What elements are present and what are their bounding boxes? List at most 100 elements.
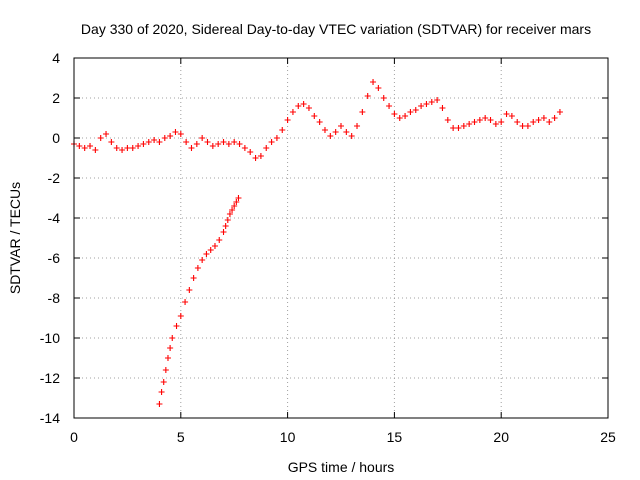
data-point xyxy=(203,251,210,257)
data-point xyxy=(231,139,238,145)
data-point xyxy=(220,229,227,235)
data-point xyxy=(199,257,206,263)
x-tick-labels: 0 5 10 15 20 25 xyxy=(70,429,616,445)
data-point xyxy=(402,113,409,119)
data-point xyxy=(444,117,451,123)
data-point xyxy=(92,147,99,153)
data-point xyxy=(156,139,163,145)
data-points xyxy=(71,79,563,407)
data-point xyxy=(321,127,328,133)
data-point xyxy=(188,145,195,151)
data-point xyxy=(471,119,478,125)
data-point xyxy=(519,123,526,129)
data-point xyxy=(167,133,174,139)
data-point xyxy=(305,105,312,111)
data-point xyxy=(236,141,243,147)
plot-frame xyxy=(73,57,609,419)
y-tick-label: -4 xyxy=(48,210,61,226)
data-point xyxy=(332,129,339,135)
data-point xyxy=(460,123,467,129)
data-point xyxy=(225,141,232,147)
x-tick-label: 0 xyxy=(70,429,78,445)
data-point xyxy=(386,103,393,109)
data-point xyxy=(327,133,334,139)
x-tick-label: 25 xyxy=(600,429,616,445)
y-tick-label: -2 xyxy=(48,170,61,186)
data-point xyxy=(233,199,240,205)
data-point xyxy=(124,145,131,151)
data-point xyxy=(498,119,505,125)
x-tick-label: 5 xyxy=(177,429,185,445)
data-point xyxy=(231,203,238,209)
data-point xyxy=(540,115,547,121)
data-point xyxy=(556,109,563,115)
x-tick-label: 15 xyxy=(387,429,403,445)
data-point xyxy=(546,119,553,125)
data-point xyxy=(172,129,179,135)
data-point xyxy=(412,107,419,113)
data-point xyxy=(235,195,242,201)
data-point xyxy=(156,401,163,407)
y-tick-label: -8 xyxy=(48,290,61,306)
y-tick-label: -10 xyxy=(40,330,60,346)
data-point xyxy=(487,117,494,123)
data-point xyxy=(257,153,264,159)
y-tick-labels: -14 -12 -10 -8 -6 -4 -2 0 2 4 xyxy=(40,50,60,426)
series-1 xyxy=(71,79,563,161)
data-point xyxy=(220,139,227,145)
data-point xyxy=(311,113,318,119)
data-point xyxy=(300,101,307,107)
data-point xyxy=(359,109,366,115)
data-point xyxy=(204,139,211,145)
data-point xyxy=(151,137,158,143)
data-point xyxy=(186,287,193,293)
data-point xyxy=(338,123,344,129)
data-point xyxy=(391,111,398,117)
data-point xyxy=(455,125,462,131)
data-point xyxy=(215,141,222,147)
data-point xyxy=(268,139,275,145)
data-point xyxy=(190,275,197,281)
data-point xyxy=(439,105,446,111)
data-point xyxy=(173,323,180,329)
y-tick-label: 0 xyxy=(52,130,60,146)
data-point xyxy=(348,133,355,139)
data-point xyxy=(199,135,206,141)
x-tick-label: 20 xyxy=(493,429,509,445)
data-point xyxy=(87,143,94,149)
data-point xyxy=(158,389,165,395)
data-point xyxy=(535,117,542,123)
axis-ticks xyxy=(73,57,609,419)
data-point xyxy=(182,299,189,305)
data-point xyxy=(169,335,176,341)
data-point xyxy=(263,145,270,151)
data-point xyxy=(194,265,201,271)
data-point xyxy=(145,139,152,145)
data-point xyxy=(229,207,236,213)
data-point xyxy=(135,143,142,149)
data-point xyxy=(108,139,115,145)
data-point xyxy=(161,135,168,141)
chart-title: Day 330 of 2020, Sidereal Day-to-day VTE… xyxy=(81,21,591,37)
data-point xyxy=(364,93,371,99)
data-point xyxy=(273,135,280,141)
data-point xyxy=(119,147,126,153)
data-point xyxy=(476,117,483,123)
data-point xyxy=(224,217,231,223)
data-point xyxy=(508,113,515,119)
data-point xyxy=(316,119,323,125)
data-point xyxy=(226,211,233,217)
data-point xyxy=(450,125,457,131)
data-point xyxy=(162,367,169,373)
data-point xyxy=(76,143,83,149)
data-point xyxy=(343,129,350,135)
data-point xyxy=(216,237,223,243)
data-point xyxy=(418,103,425,109)
x-tick-label: 10 xyxy=(280,429,296,445)
data-point xyxy=(295,103,302,109)
data-point xyxy=(375,85,382,91)
data-point xyxy=(551,115,558,121)
data-point xyxy=(289,109,296,115)
data-point xyxy=(279,127,286,133)
data-point xyxy=(380,95,387,101)
